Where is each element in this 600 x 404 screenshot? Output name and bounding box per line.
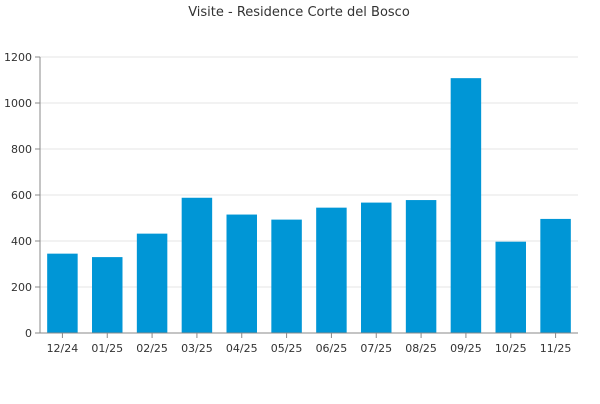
bar <box>361 202 392 333</box>
bar <box>136 233 168 333</box>
bar <box>316 207 347 333</box>
y-tick-label: 1200 <box>4 51 32 64</box>
bar <box>540 218 571 333</box>
bar <box>495 241 526 333</box>
x-tick-label: 08/25 <box>405 342 437 355</box>
y-tick-label: 600 <box>11 189 32 202</box>
bar <box>405 200 437 333</box>
x-tick-label: 11/25 <box>540 342 572 355</box>
chart-title: Visite - Residence Corte del Bosco <box>188 5 410 20</box>
y-tick-label: 200 <box>11 281 32 294</box>
y-tick-label: 400 <box>11 235 32 248</box>
x-tick-label: 05/25 <box>271 342 303 355</box>
x-tick-label: 02/25 <box>136 342 168 355</box>
x-tick-label: 10/25 <box>495 342 527 355</box>
x-tick-label: 12/24 <box>47 342 79 355</box>
axes <box>35 56 578 338</box>
gridlines <box>40 56 578 288</box>
bar <box>47 253 78 333</box>
bar <box>92 257 123 333</box>
x-tick-label: 03/25 <box>181 342 213 355</box>
x-tick-label: 09/25 <box>450 342 482 355</box>
x-tick-label: 06/25 <box>316 342 348 355</box>
y-tick-label: 1000 <box>4 97 32 110</box>
bar <box>271 219 302 333</box>
bar <box>181 197 213 333</box>
x-tick-label: 01/25 <box>91 342 123 355</box>
y-tick-labels: 0 200 400 600 800 1000 1200 <box>4 51 32 340</box>
x-tick-label: 04/25 <box>226 342 258 355</box>
y-tick-label: 800 <box>11 143 32 156</box>
y-tick-label: 0 <box>25 327 32 340</box>
bar <box>450 78 482 333</box>
bars <box>47 78 571 333</box>
bar <box>226 214 257 333</box>
x-tick-labels: 12/24 01/25 02/25 03/25 04/25 05/25 06/25 07/25… <box>47 342 572 355</box>
x-tick-label: 07/25 <box>360 342 392 355</box>
